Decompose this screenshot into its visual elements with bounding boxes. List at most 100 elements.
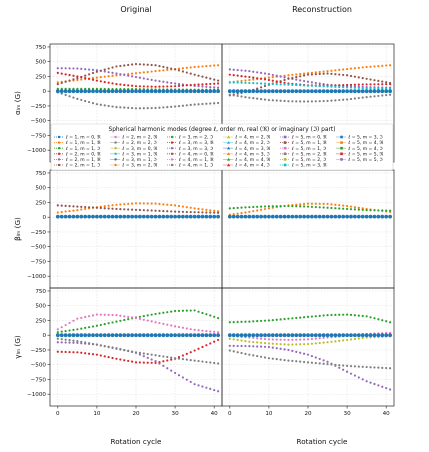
data-point [373,317,376,320]
data-point [134,75,138,79]
data-point [197,310,200,313]
legend-marker [170,135,174,139]
data-point [209,77,212,80]
series-7f7f7f [228,349,392,370]
data-point [84,99,87,103]
data-point [173,204,177,207]
data-point [197,83,200,86]
data-point [87,342,91,345]
data-point [162,355,165,358]
data-point [209,387,212,390]
data-point [283,99,286,103]
data-point [68,339,71,342]
data-point [146,63,149,66]
data-point [326,70,329,73]
data-point [142,361,145,364]
data-point [252,340,255,344]
data-point [322,72,325,75]
data-point [205,386,208,389]
data-point [275,205,278,208]
data-point [338,73,341,76]
data-point [56,81,59,84]
data-point [369,381,372,384]
data-point [95,206,99,209]
data-point [138,107,142,110]
data-point [118,89,123,94]
data-point [325,214,330,219]
legend-entry: ℓ = 2, m = 2, ℜ [110,135,157,141]
data-point [60,92,63,95]
data-point [377,384,380,387]
data-point [103,313,106,316]
data-point [107,346,110,349]
data-point [68,79,71,82]
data-point [342,204,345,207]
data-point [294,333,299,338]
data-point [193,328,196,331]
data-point [177,89,181,94]
data-point [310,89,314,94]
legend-label: ℓ = 1, m = 1, ℜ [65,140,101,146]
data-point [291,76,294,80]
data-point [388,89,392,94]
data-point [76,67,79,70]
data-point [259,89,263,94]
data-point [287,359,290,362]
data-point [181,89,185,94]
legend-label: ℓ = 5, m = 2, ℜ [291,151,327,157]
data-point [110,214,115,219]
data-point [330,72,333,75]
data-point [80,208,83,211]
legend-marker [57,152,61,155]
data-point [162,69,165,72]
data-point [123,83,126,87]
data-point [232,321,235,324]
data-point [384,89,389,94]
data-point [259,319,263,323]
data-point [368,89,373,94]
data-point [318,314,321,317]
data-point [91,78,95,81]
data-point [334,69,337,72]
data-point [146,70,149,74]
data-point [127,72,130,76]
data-point [232,350,235,353]
legend-marker [114,158,117,161]
data-point [142,77,145,80]
data-point [361,365,364,368]
data-point [127,106,130,109]
data-point [134,351,138,354]
data-point [373,65,376,68]
data-point [55,214,60,219]
data-point [322,362,325,365]
data-point [236,212,239,215]
data-point [318,337,321,340]
data-point [267,357,271,360]
legend-label: ℓ = 5, m = 4, ℑ [348,146,383,152]
data-point [115,320,118,323]
data-point [84,326,87,329]
data-point [357,83,360,86]
data-point [193,83,196,86]
data-point [248,206,251,209]
data-point [161,333,166,338]
data-point [365,87,368,90]
legend-marker [114,135,117,139]
panel-grid: 750 500 250 0 −250 −500 −750 −1000 αₗₘ (G) 750 500… [13,43,395,417]
data-point [377,94,380,98]
legend-label: ℓ = 3, m = 3, ℜ [178,140,214,146]
data-point [71,214,76,219]
data-point [80,351,83,354]
data-point [189,358,192,362]
legend-marker [114,141,117,144]
data-point [106,214,111,219]
data-point [330,363,333,366]
data-point [283,317,286,321]
data-point [279,358,282,361]
data-point [84,68,87,71]
data-point [299,360,302,363]
data-point [91,353,95,356]
legend-entry: ℓ = 1, m = 1, ℜ [54,140,101,146]
data-point [216,214,220,219]
data-point [123,106,126,109]
